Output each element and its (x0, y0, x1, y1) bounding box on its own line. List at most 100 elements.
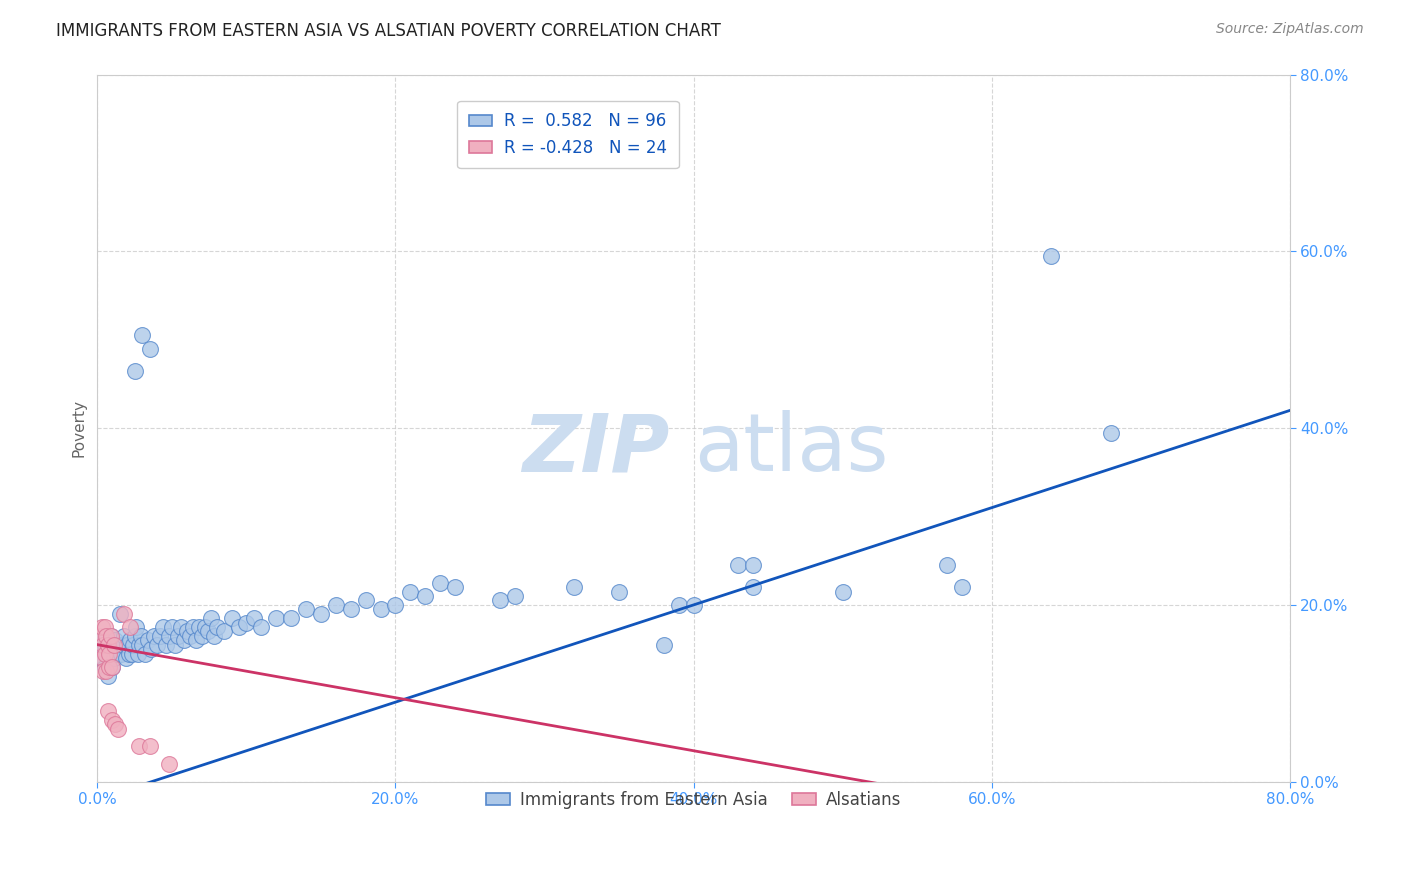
Point (235, 615, 257, 630)
Point (212, 624, 235, 639)
Point (339, 602, 361, 616)
Point (936, 558, 959, 573)
Point (91, 638, 114, 652)
Point (89, 638, 111, 652)
Point (173, 633, 195, 648)
Point (107, 638, 129, 652)
Point (111, 638, 134, 652)
Point (94, 659, 117, 673)
Point (131, 328, 153, 343)
Point (114, 651, 136, 665)
Point (101, 659, 124, 673)
Point (157, 629, 180, 643)
Point (742, 580, 765, 594)
Point (101, 638, 124, 652)
Point (134, 647, 156, 661)
Point (325, 598, 347, 612)
Point (96, 629, 118, 643)
Point (152, 620, 174, 634)
Point (682, 598, 704, 612)
Point (97, 668, 120, 682)
Point (100, 629, 122, 643)
Point (190, 629, 212, 643)
Point (179, 629, 201, 643)
Point (121, 647, 143, 661)
Point (127, 647, 149, 661)
Point (146, 638, 169, 652)
Point (503, 589, 526, 603)
Point (139, 642, 162, 657)
Point (125, 620, 148, 634)
Point (831, 584, 853, 599)
Point (128, 739, 150, 754)
Point (197, 624, 219, 639)
Point (264, 611, 287, 625)
Point (176, 624, 198, 639)
Point (205, 620, 228, 634)
Legend: Immigrants from Eastern Asia, Alsatians: Immigrants from Eastern Asia, Alsatians (479, 784, 908, 816)
Y-axis label: Poverty: Poverty (72, 399, 86, 457)
Point (170, 620, 193, 634)
Point (250, 620, 273, 634)
Point (1099, 425, 1122, 440)
Point (143, 629, 166, 643)
Point (104, 717, 127, 731)
Text: IMMIGRANTS FROM EASTERN ASIA VS ALSATIAN POVERTY CORRELATION CHART: IMMIGRANTS FROM EASTERN ASIA VS ALSATIAN… (56, 22, 721, 40)
Point (91, 642, 114, 657)
Point (354, 593, 377, 607)
Point (129, 629, 152, 643)
Point (97, 704, 120, 718)
Point (90, 651, 112, 665)
Point (370, 602, 392, 616)
Point (98, 638, 121, 652)
Point (115, 638, 138, 652)
Point (295, 602, 318, 616)
Point (564, 580, 586, 594)
Point (96, 633, 118, 648)
Point (96, 647, 118, 661)
Point (122, 638, 145, 652)
Point (100, 629, 122, 643)
Point (90, 620, 112, 634)
Point (104, 633, 127, 648)
Point (110, 647, 132, 661)
Point (136, 633, 159, 648)
Point (607, 584, 630, 599)
Point (160, 620, 183, 634)
Point (89, 629, 111, 643)
Point (413, 589, 436, 603)
Point (97, 638, 120, 652)
Point (103, 651, 125, 665)
Point (91, 651, 114, 665)
Point (98, 647, 121, 661)
Point (108, 607, 131, 621)
Point (200, 611, 222, 625)
Point (950, 580, 973, 594)
Point (399, 584, 422, 599)
Point (280, 611, 302, 625)
Point (105, 647, 128, 661)
Point (120, 620, 142, 634)
Point (221, 611, 243, 625)
Point (96, 664, 118, 678)
Point (181, 620, 204, 634)
Point (90, 633, 112, 648)
Point (194, 620, 217, 634)
Point (444, 580, 467, 594)
Point (120, 633, 142, 648)
Point (101, 713, 124, 727)
Point (138, 342, 160, 356)
Point (727, 558, 749, 573)
Point (184, 633, 207, 648)
Text: Source: ZipAtlas.com: Source: ZipAtlas.com (1216, 22, 1364, 37)
Point (166, 629, 188, 643)
Point (103, 638, 125, 652)
Point (124, 629, 146, 643)
Point (94, 638, 117, 652)
Point (107, 722, 129, 736)
Point (742, 558, 765, 573)
Point (652, 638, 675, 652)
Point (112, 629, 135, 643)
Point (243, 611, 266, 625)
Point (429, 575, 451, 590)
